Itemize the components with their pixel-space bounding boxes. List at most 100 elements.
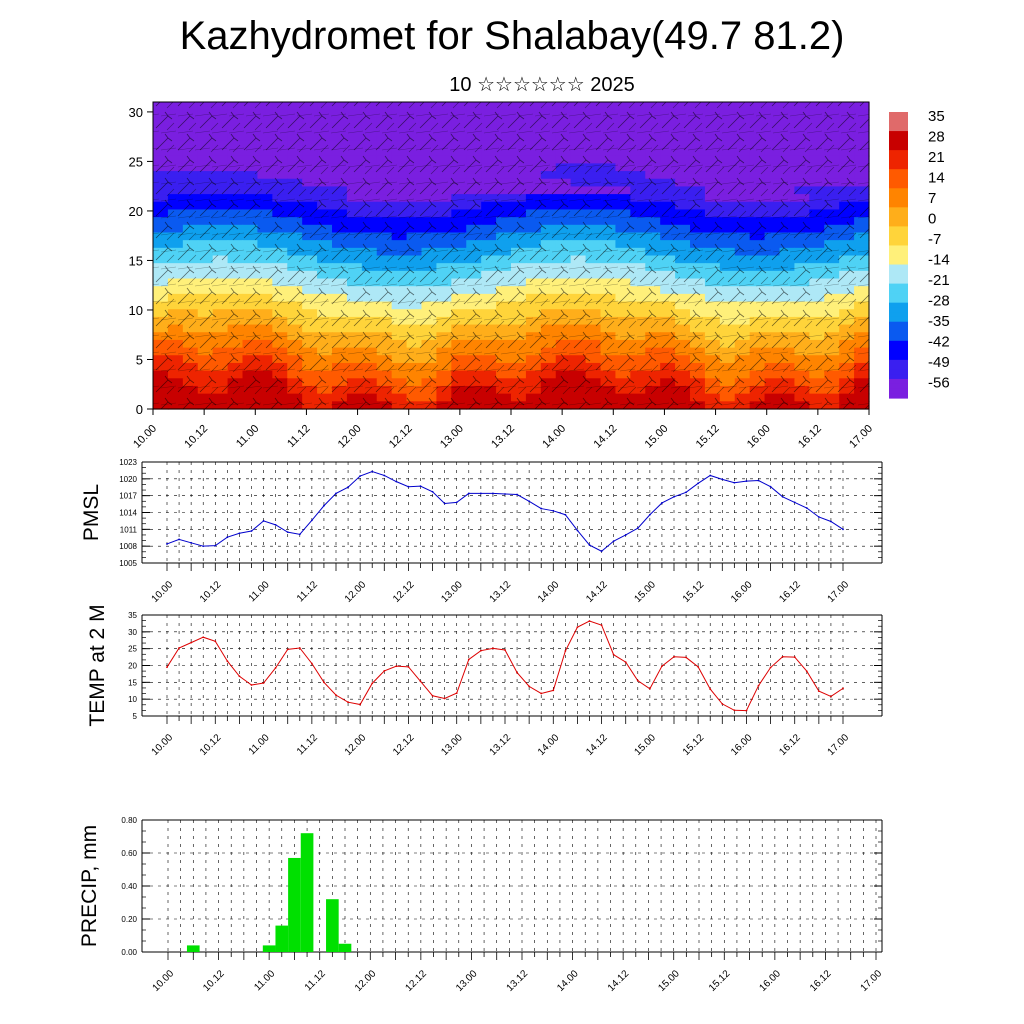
y-tick-label: 1017 — [119, 492, 137, 501]
x-tick-label: 14.12 — [584, 579, 610, 605]
x-tick-label: 14.00 — [540, 423, 568, 451]
series-point — [781, 655, 784, 658]
series-point — [697, 482, 700, 485]
colorbar-cell — [889, 202, 908, 208]
series-point — [830, 520, 832, 523]
precip-bar — [300, 833, 314, 952]
x-tick-label: 10.12 — [198, 732, 224, 758]
colorbar-cell — [889, 269, 908, 275]
series-point — [830, 695, 832, 698]
x-tick-label: 16.00 — [758, 968, 784, 994]
colorbar-cell — [889, 150, 908, 156]
x-tick-label: 13.00 — [438, 423, 466, 451]
series-point — [757, 684, 760, 687]
series-point — [552, 509, 555, 512]
x-tick-label: 10.00 — [131, 423, 159, 451]
colorbar-cell — [889, 355, 908, 361]
series-point — [721, 478, 724, 481]
y-tick-label: 25 — [128, 645, 137, 654]
colorbar-cell — [889, 383, 908, 390]
y-tick-label: 10 — [129, 303, 143, 318]
colorbar-cell — [889, 288, 908, 294]
temp-panel: 5 10 15 20 25 30 35 10.00 10.12 11.00 11.12 12.00 12… — [86, 604, 883, 758]
x-tick-label: 11.12 — [295, 579, 320, 604]
series-point — [395, 480, 398, 483]
y-tick-label: 15 — [129, 253, 143, 268]
colorbar-cell — [889, 169, 908, 175]
series-point — [781, 495, 784, 498]
colorbar-cell — [889, 240, 908, 247]
x-tick-label: 16.00 — [729, 732, 755, 758]
y-axis-title: TEMP at 2 M — [86, 604, 109, 726]
y-tick-label: 1011 — [120, 525, 138, 534]
x-tick-label: 13.00 — [439, 579, 465, 605]
x-tick-label: 10.12 — [201, 968, 227, 994]
colorbar-label: 21 — [928, 149, 945, 166]
series-point — [721, 702, 724, 705]
colorbar-label: 28 — [928, 129, 945, 146]
y-tick-label: 0.60 — [121, 849, 137, 858]
series-point — [359, 475, 362, 477]
series-point — [479, 649, 482, 652]
series-point — [310, 662, 313, 665]
y-tick-label: 15 — [128, 678, 137, 687]
series-point — [540, 507, 543, 510]
series-point — [335, 694, 337, 697]
colorbar-cell — [889, 331, 908, 337]
series-point — [178, 538, 180, 541]
series-point — [190, 541, 193, 544]
y-tick-label: 1005 — [119, 559, 137, 568]
series-point — [745, 480, 748, 482]
colorbar-cell — [889, 364, 908, 370]
series-point — [479, 492, 482, 495]
x-tick-label: 12.00 — [336, 423, 364, 451]
x-tick-label: 11.12 — [285, 423, 312, 450]
colorbar-cell — [889, 183, 908, 189]
x-tick-label: 10.12 — [182, 423, 210, 451]
series-point — [407, 485, 410, 488]
colorbar-cell — [889, 316, 908, 323]
cross-section-panel: 0 5 10 15 20 25 30 10.00 10.12 11.00 11.12 12.00 12… — [129, 101, 875, 451]
colorbar-label: 0 — [928, 211, 936, 228]
series-point — [371, 470, 374, 473]
series-point — [504, 493, 506, 495]
x-tick-label: 13.12 — [505, 968, 531, 994]
colorbar-cell — [889, 207, 908, 213]
series-point — [588, 544, 591, 546]
x-tick-label: 10.00 — [150, 579, 176, 605]
series-point — [359, 703, 362, 706]
series-point — [504, 649, 506, 651]
x-tick-label: 11.00 — [247, 579, 272, 604]
y-tick-label: 0.20 — [121, 915, 137, 924]
series-point — [564, 650, 567, 652]
x-tick-label: 11.12 — [295, 732, 320, 757]
precip-bar — [288, 857, 301, 952]
y-tick-label: 1014 — [119, 509, 137, 518]
series-point — [709, 688, 712, 690]
series-point — [576, 626, 579, 629]
series-point — [419, 485, 422, 488]
x-tick-label: 14.00 — [536, 579, 562, 605]
x-tick-label: 14.00 — [555, 968, 581, 994]
colorbar-cell — [889, 221, 908, 227]
series-point — [274, 523, 277, 526]
colorbar-cell — [889, 374, 908, 380]
x-tick-label: 16.12 — [777, 579, 803, 605]
series-point — [516, 493, 518, 496]
y-tick-label: 20 — [128, 662, 137, 671]
page-subtitle: 10 ☆☆☆☆☆☆ 2025 — [449, 74, 635, 96]
x-tick-label: 15.12 — [694, 423, 722, 451]
series-point — [250, 530, 253, 532]
series-point — [661, 665, 663, 668]
colorbar-label: 14 — [928, 170, 945, 187]
series-point — [467, 492, 470, 495]
series-point — [564, 513, 567, 516]
colorbar-cell — [889, 116, 908, 123]
colorbar-label: -7 — [928, 231, 941, 248]
colorbar-cell — [889, 126, 908, 132]
series-point — [793, 501, 796, 504]
series-point — [323, 504, 325, 507]
y-tick-label: 35 — [128, 611, 137, 620]
series-point — [624, 661, 627, 664]
